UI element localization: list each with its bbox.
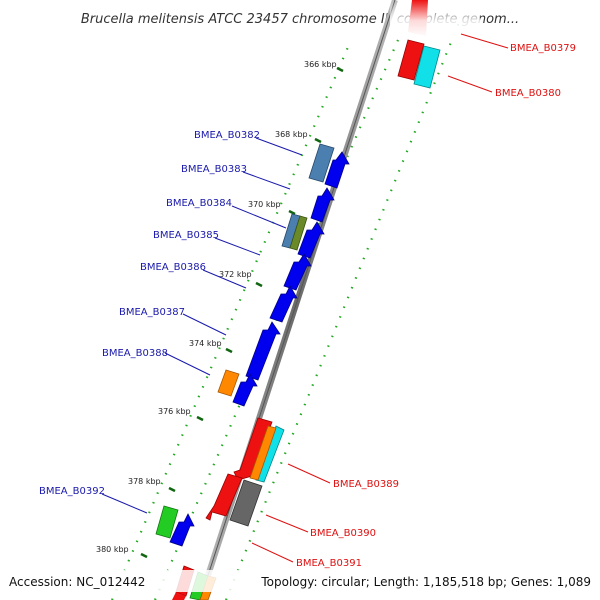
forward-arrow[interactable] (245, 321, 281, 381)
backbone-core (199, 0, 396, 600)
gene-label[interactable]: BMEA_B0385 (153, 230, 219, 241)
topology-text: Topology: circular; Length: 1,185,518 bp… (260, 575, 591, 589)
gene-bmea-b0385[interactable] (297, 221, 325, 259)
gene-label[interactable]: BMEA_B0380 (495, 88, 561, 99)
forward-arrow[interactable] (324, 151, 350, 189)
gene-label[interactable]: BMEA_B0388 (102, 348, 168, 359)
footer-right-bg (258, 570, 600, 592)
gene-bmea-b0391[interactable] (205, 473, 243, 521)
footer-left-bg (0, 570, 260, 592)
tick-label: 376 kbp (158, 407, 191, 416)
forward-arrow[interactable] (169, 513, 195, 547)
gene-bmea-b0384[interactable] (281, 213, 308, 251)
leader-lines-forward (101, 137, 303, 514)
gene-label[interactable]: BMEA_B0379 (510, 43, 576, 54)
gc-track-reverse (224, 19, 462, 600)
gene-labels-reverse: BMEA_B0379 BMEA_B0380 BMEA_B0389 BMEA_B0… (296, 43, 576, 569)
tick-marks (140, 66, 344, 559)
tick-label: 378 kbp (128, 477, 161, 486)
gene-bmea-b0382[interactable] (308, 143, 335, 183)
gene-label[interactable]: BMEA_B0392 (39, 486, 105, 497)
gene-bmea-b0390[interactable] (229, 479, 263, 527)
gene-label[interactable]: BMEA_B0391 (296, 558, 362, 569)
tick-label: 372 kbp (219, 270, 252, 279)
tick-label: 374 kbp (189, 339, 222, 348)
gene-label[interactable]: BMEA_B0387 (119, 307, 185, 318)
forward-arrow[interactable] (232, 373, 258, 407)
gene-label[interactable]: BMEA_B0386 (140, 262, 206, 273)
gene-label[interactable]: BMEA_B0383 (181, 164, 247, 175)
accession-text: Accession: NC_012442 (9, 575, 145, 589)
gene-labels-forward: BMEA_B0382 BMEA_B0383 BMEA_B0384 BMEA_B0… (39, 130, 260, 497)
gene-bmea-b0380[interactable] (413, 45, 441, 89)
gene-bmea-b0386[interactable] (283, 253, 312, 291)
gene-label[interactable]: BMEA_B0382 (194, 130, 260, 141)
gene-label[interactable]: BMEA_B0384 (166, 198, 232, 209)
gene-bmea-b0388[interactable] (217, 369, 240, 397)
top-fade (390, 0, 480, 38)
gene-label[interactable]: BMEA_B0390 (310, 528, 376, 539)
tick-label: 380 kbp (96, 545, 129, 554)
tick-labels: 366 kbp 368 kbp 370 kbp 372 kbp 374 kbp … (96, 60, 337, 554)
tick-label: 370 kbp (248, 200, 281, 209)
gene-label[interactable]: BMEA_B0389 (333, 479, 399, 490)
gene-bmea-b0387[interactable] (269, 285, 298, 323)
tick-label: 368 kbp (275, 130, 308, 139)
tick-label: 366 kbp (304, 60, 337, 69)
gene-bmea-b0392[interactable] (155, 505, 179, 539)
forward-arrow[interactable] (310, 187, 335, 223)
leader-lines-reverse (251, 33, 509, 563)
